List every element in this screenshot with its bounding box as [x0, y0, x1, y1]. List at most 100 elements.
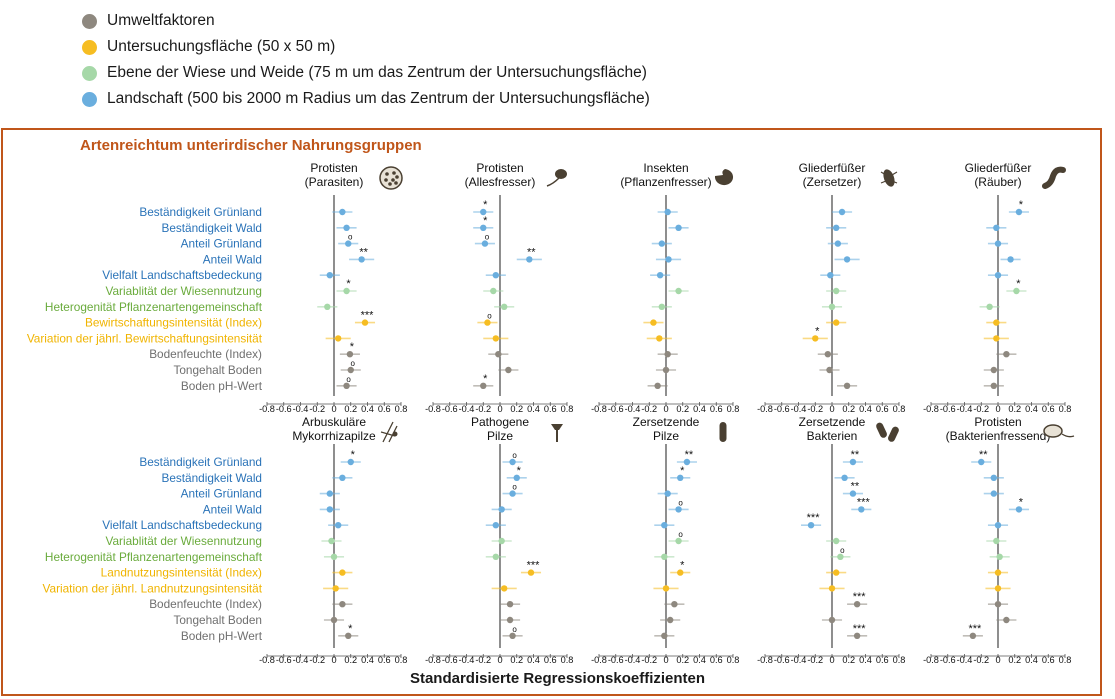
data-point	[656, 272, 664, 279]
data-point	[661, 522, 668, 529]
significance-label: o	[678, 530, 683, 539]
y-tick-label: Variation der jährl. Landnutzungsintensi…	[43, 581, 263, 595]
panel-title: Pilze	[653, 429, 679, 443]
panel-parasite-cell: Protisten(Parasiten) -0.8 -0.6 -0.4 -0.2 0 0.2…	[259, 161, 407, 414]
data-point	[490, 287, 497, 295]
x-tick-label: 0.8	[893, 404, 906, 414]
panel-title: Protisten	[310, 161, 357, 175]
icon-body	[883, 169, 895, 187]
y-tick-label: Bewirtschaftungsintensität (Index)	[85, 316, 262, 330]
x-tick-label: 0.8	[1059, 655, 1072, 665]
data-point	[500, 585, 508, 592]
legend-dot	[82, 91, 97, 107]
x-tick-label: 0.2	[842, 404, 855, 414]
x-tick-label: 0	[497, 404, 502, 414]
y-tick-label: Beständigkeit Wald	[161, 471, 262, 485]
data-point	[990, 474, 998, 481]
panel-title: Arbuskuläre	[302, 415, 366, 429]
x-tick-label: -0.8	[757, 655, 773, 665]
significance-label: *	[815, 325, 820, 337]
x-tick-label: 0	[331, 404, 336, 414]
icon-dot	[384, 178, 388, 182]
x-tick-label: 0.2	[842, 655, 855, 665]
x-tick-label: 0.2	[1008, 404, 1021, 414]
x-tick-label: 0.2	[510, 655, 523, 665]
panel-title: Protisten	[974, 415, 1021, 429]
data-point	[994, 601, 1002, 608]
data-point	[662, 366, 670, 374]
x-tick-label: -0.8	[757, 404, 773, 414]
panel-title: (Parasiten)	[305, 175, 364, 189]
beetle-icon	[880, 169, 898, 187]
x-tick-label: 0.2	[510, 404, 523, 414]
data-point	[1015, 208, 1023, 216]
x-tick-label: 0.4	[859, 655, 872, 665]
panel-title: Bakterien	[807, 429, 858, 443]
data-point	[495, 351, 502, 358]
y-tick-label: Beständigkeit Grünland	[139, 205, 262, 219]
x-tick-label: 0.4	[859, 404, 872, 414]
data-point	[1003, 351, 1010, 358]
significance-label: ***	[527, 560, 541, 572]
x-tick-label: -0.6	[774, 404, 790, 414]
data-point	[994, 585, 1002, 592]
data-point	[824, 351, 832, 358]
data-point	[1003, 616, 1010, 624]
significance-label: ***	[361, 310, 375, 322]
data-point	[326, 506, 334, 513]
icon-dot	[391, 178, 395, 182]
data-point	[994, 272, 1002, 279]
figure-frame	[1, 128, 1102, 696]
data-point	[480, 208, 487, 216]
x-tick-label: -0.2	[309, 655, 325, 665]
data-point	[330, 553, 338, 560]
legend-label: Umweltfaktoren	[107, 12, 215, 29]
section-title: Artenreichtum unterirdischer Nahrungsgru…	[80, 137, 422, 154]
data-point	[334, 335, 342, 342]
significance-label: *	[351, 449, 356, 461]
significance-label: *	[350, 341, 355, 353]
x-tick-label: 0.8	[395, 655, 408, 665]
legend-dot	[82, 13, 97, 29]
panel-title: Gliederfüßer	[799, 161, 866, 175]
x-tick-label: -0.2	[807, 404, 823, 414]
data-point	[658, 303, 666, 310]
y-tick-label: Bodenfeuchte (Index)	[149, 597, 262, 611]
icon-stem	[546, 177, 560, 187]
x-tick-label: -0.2	[973, 404, 989, 414]
data-point	[334, 522, 342, 529]
x-tick-label: 0.4	[693, 655, 706, 665]
data-point	[343, 382, 350, 389]
data-point	[339, 208, 346, 216]
panel-title: Mykorrhizapilze	[292, 429, 376, 443]
data-point	[656, 335, 663, 342]
significance-label: ***	[968, 623, 982, 635]
significance-label: **	[851, 481, 860, 493]
data-point	[1013, 287, 1020, 295]
y-tick-label: Heterogenität Pflanzenartengemeinschaft	[45, 550, 263, 564]
x-tick-label: -0.2	[973, 655, 989, 665]
data-point	[841, 474, 848, 481]
legend-dot	[82, 65, 97, 81]
data-point	[661, 553, 668, 560]
x-tick-label: 0.8	[1059, 404, 1072, 414]
significance-label: ***	[853, 591, 867, 603]
y-tick-label: Variablität der Wiesennutzung	[105, 534, 262, 548]
data-point	[675, 537, 682, 545]
amoeba-icon	[546, 169, 567, 187]
data-point	[993, 537, 1000, 545]
x-tick-label: 0.6	[876, 655, 889, 665]
panel-title: Insekten	[643, 161, 688, 175]
y-tick-label: Landnutzungsintensität (Index)	[101, 566, 262, 580]
x-tick-label: -0.8	[425, 404, 441, 414]
icon-rod	[876, 422, 887, 438]
x-tick-label: -0.8	[591, 655, 607, 665]
x-tick-label: -0.8	[259, 404, 275, 414]
data-point	[658, 240, 666, 247]
data-point	[675, 224, 682, 231]
data-point	[671, 601, 678, 608]
icon-body	[719, 422, 727, 442]
icon-dot	[385, 172, 389, 176]
icon-legs	[880, 171, 898, 184]
